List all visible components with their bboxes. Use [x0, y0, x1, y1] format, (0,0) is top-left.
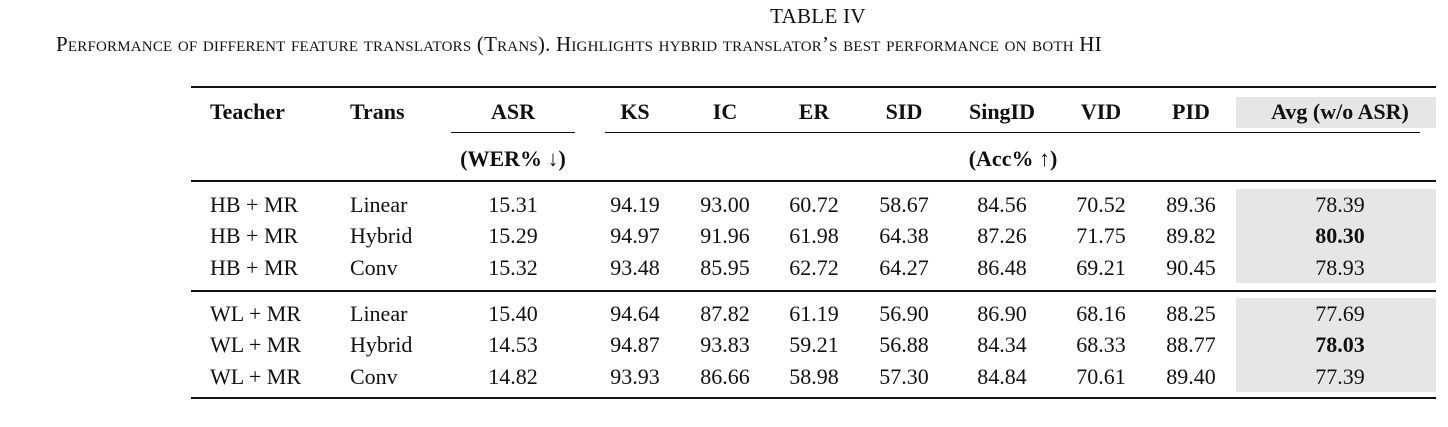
cell-vid: 70.61	[1076, 363, 1126, 389]
header-er: ER	[798, 99, 830, 124]
cell-sid: 58.67	[879, 192, 929, 217]
cell-vid: 69.21	[1076, 254, 1126, 280]
cell-trans: Hybrid	[350, 223, 413, 249]
acc-underline	[605, 132, 1420, 133]
cell-ic: 86.66	[700, 363, 750, 389]
cell-ic: 93.00	[700, 192, 750, 217]
cell-teacher: WL + MR	[210, 332, 302, 358]
cell-sid: 57.30	[879, 363, 929, 389]
cell-singid: 84.56	[977, 192, 1027, 217]
bottom-rule	[191, 397, 1436, 399]
cell-trans: Conv	[350, 363, 398, 389]
header-acc-metric: (Acc% ↑)	[968, 146, 1058, 171]
cell-pid: 89.36	[1166, 192, 1216, 217]
table-title: TABLE IV	[770, 4, 866, 28]
header-ks: KS	[620, 99, 650, 124]
cell-teacher: HB + MR	[210, 223, 299, 249]
cell-ic: 93.83	[700, 332, 750, 358]
cell-asr: 15.29	[488, 223, 538, 249]
cell-pid: 90.45	[1166, 254, 1216, 280]
cell-trans: Linear	[350, 301, 408, 326]
top-rule	[191, 86, 1436, 88]
cell-vid: 68.33	[1076, 332, 1126, 358]
cell-pid: 89.82	[1166, 223, 1216, 249]
cell-singid: 84.84	[977, 363, 1027, 389]
header-asr-metric: (WER% ↓)	[460, 146, 566, 171]
table-caption: Performance of different feature transla…	[56, 32, 1102, 56]
cell-er: 61.19	[789, 301, 839, 326]
cell-avg: 77.39	[1315, 363, 1365, 389]
header-rule	[191, 180, 1436, 182]
cell-avg: 78.93	[1315, 254, 1365, 280]
cell-sid: 64.38	[879, 223, 929, 249]
cell-asr: 15.31	[488, 192, 538, 217]
cell-asr: 15.32	[488, 254, 538, 280]
avg-header-shade	[1236, 97, 1436, 128]
cell-ks: 93.48	[610, 254, 660, 280]
avg-group1-shade	[1236, 189, 1436, 283]
cell-teacher: HB + MR	[210, 192, 299, 217]
header-pid: PID	[1172, 99, 1210, 124]
asr-underline	[451, 132, 575, 133]
cell-sid: 56.90	[879, 301, 929, 326]
cell-er: 59.21	[789, 332, 839, 358]
cell-sid: 64.27	[879, 254, 929, 280]
cell-singid: 86.48	[977, 254, 1027, 280]
cell-avg: 78.39	[1315, 192, 1365, 217]
cell-er: 62.72	[789, 254, 839, 280]
cell-ks: 94.64	[610, 301, 660, 326]
cell-ks: 94.97	[610, 223, 660, 249]
cell-ks: 94.19	[610, 192, 660, 217]
cell-er: 60.72	[789, 192, 839, 217]
cell-asr: 14.53	[488, 332, 538, 358]
cell-ks: 93.93	[610, 363, 660, 389]
avg-group2-shade	[1236, 298, 1436, 392]
cell-singid: 84.34	[977, 332, 1027, 358]
cell-trans: Linear	[350, 192, 408, 217]
cell-pid: 88.25	[1166, 301, 1216, 326]
header-sid: SID	[885, 99, 923, 124]
group-rule	[191, 290, 1436, 292]
cell-vid: 70.52	[1076, 192, 1126, 217]
cell-vid: 68.16	[1076, 301, 1126, 326]
header-asr: ASR	[490, 99, 536, 124]
cell-ic: 91.96	[700, 223, 750, 249]
cell-ic: 87.82	[700, 301, 750, 326]
header-teacher: Teacher	[210, 99, 285, 124]
cell-asr: 14.82	[488, 363, 538, 389]
cell-teacher: HB + MR	[210, 254, 299, 280]
header-ic: IC	[712, 99, 738, 124]
cell-trans: Hybrid	[350, 332, 413, 358]
cell-teacher: WL + MR	[210, 363, 302, 389]
cell-pid: 89.40	[1166, 363, 1216, 389]
cell-er: 58.98	[789, 363, 839, 389]
cell-sid: 56.88	[879, 332, 929, 358]
cell-er: 61.98	[789, 223, 839, 249]
cell-avg: 77.69	[1315, 301, 1365, 326]
cell-singid: 86.90	[977, 301, 1027, 326]
cell-avg: 78.03	[1315, 332, 1365, 358]
cell-trans: Conv	[350, 254, 398, 280]
header-vid: VID	[1080, 99, 1122, 124]
cell-avg: 80.30	[1315, 223, 1365, 249]
header-avg: Avg (w/o ASR)	[1271, 99, 1409, 124]
cell-asr: 15.40	[488, 301, 538, 326]
cell-ic: 85.95	[700, 254, 750, 280]
cell-vid: 71.75	[1076, 223, 1126, 249]
cell-pid: 88.77	[1166, 332, 1216, 358]
cell-singid: 87.26	[977, 223, 1027, 249]
cell-ks: 94.87	[610, 332, 660, 358]
header-trans: Trans	[350, 99, 405, 124]
cell-teacher: WL + MR	[210, 301, 302, 326]
header-singid: SingID	[968, 99, 1036, 124]
